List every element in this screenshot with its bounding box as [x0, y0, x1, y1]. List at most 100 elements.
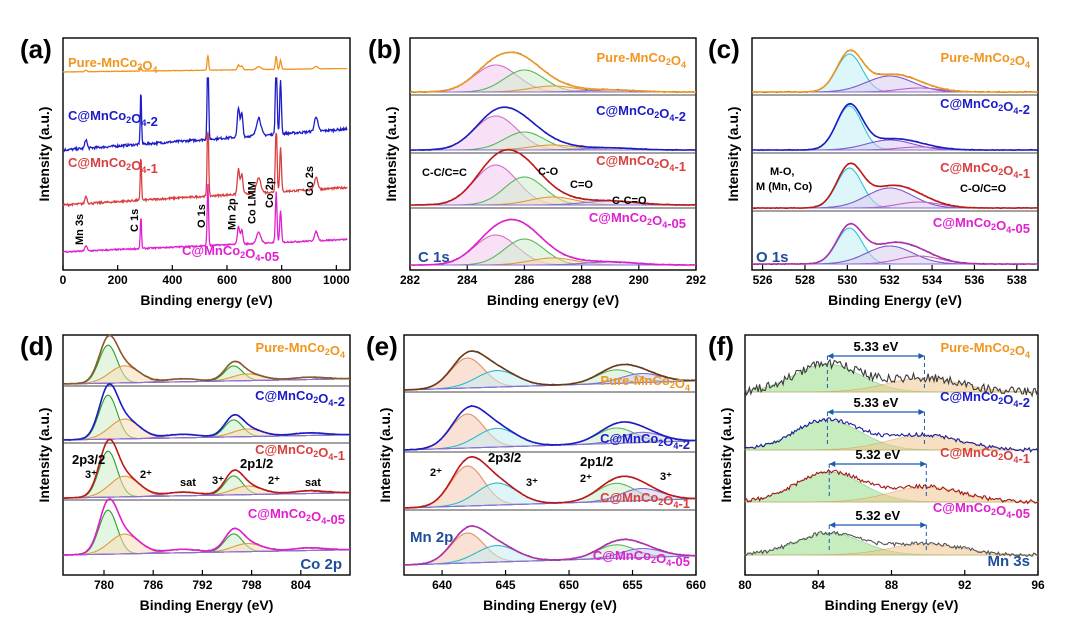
- x-axis-label: Binding Energy (eV): [825, 597, 959, 613]
- arrow-head: [918, 409, 925, 415]
- fit-envelope: [403, 405, 696, 451]
- component-fill: [404, 483, 696, 508]
- core-level-label: O 1s: [756, 249, 789, 266]
- component-fill: [63, 534, 350, 555]
- label-subscript: 2: [647, 217, 652, 227]
- label-text: O: [318, 445, 328, 460]
- fit-envelope: [410, 106, 696, 151]
- satellite-label: sat: [180, 477, 196, 489]
- peak-annotation: C-C/C=C: [422, 167, 467, 179]
- label-text: O: [659, 156, 669, 171]
- x-tick-label: 286: [514, 273, 534, 287]
- series-label: Pure-MnCo2O4: [256, 340, 346, 360]
- x-tick-label: 650: [559, 578, 579, 592]
- core-level-label: Mn 3s: [987, 553, 1030, 570]
- label-subscript: 4: [669, 113, 674, 123]
- series-label: Pure-MnCo2O4: [597, 50, 687, 70]
- valence-label: 3⁺: [660, 471, 672, 483]
- survey-line: [62, 77, 348, 153]
- x-axis-label: Binding Energy (eV): [140, 597, 274, 613]
- peak-label: C 1s: [129, 209, 141, 232]
- x-tick-label: 292: [686, 273, 706, 287]
- label-text: O: [663, 434, 673, 449]
- series-label: C@MnCo2O4-05: [589, 210, 686, 231]
- y-axis-label: Intensity (a.u.): [377, 408, 393, 503]
- series-label: C@MnCo2O4-1: [600, 490, 690, 511]
- arrow-head: [918, 353, 925, 359]
- label-subscript: 4: [1025, 350, 1030, 360]
- x-tick-label: 536: [964, 273, 984, 287]
- survey-line: [62, 53, 348, 73]
- series-label: C@MnCo2O4-05: [182, 243, 279, 264]
- y-axis-label: Intensity (a.u.): [718, 408, 734, 503]
- label-subscript: 4: [1013, 399, 1018, 409]
- fit-envelope: [63, 438, 350, 499]
- valence-label: 3⁺: [526, 477, 538, 489]
- label-text: O: [663, 493, 673, 508]
- component-fill: [404, 483, 696, 508]
- valence-label: 2⁺: [268, 475, 280, 487]
- valence-label: 3⁺: [85, 469, 97, 481]
- label-subscript: 4: [673, 441, 678, 451]
- x-tick-label: 96: [1031, 578, 1045, 592]
- label-subscript: 4: [1013, 170, 1018, 180]
- label-text: O: [671, 53, 681, 68]
- x-tick-label: 640: [432, 578, 452, 592]
- series-label: Pure-MnCo2O4: [941, 50, 1031, 70]
- panel-a: (a) 0 200 400 600 800 1000 Binding energy (eV) I…: [20, 34, 351, 308]
- label-subscript: 2: [670, 380, 675, 390]
- arrow-head: [827, 353, 834, 359]
- component-fill: [410, 116, 696, 150]
- splitting-value: 5.32 eV: [855, 508, 900, 523]
- x-tick-label: 92: [958, 578, 972, 592]
- x-tick-label: 200: [108, 273, 128, 287]
- fit-envelope: [752, 222, 1038, 265]
- x-tick-label: 645: [496, 578, 516, 592]
- arrow-head: [920, 461, 927, 467]
- component-fill: [752, 140, 1038, 150]
- series-label: C@MnCo2O4-1: [596, 153, 686, 174]
- label-text: -1: [333, 448, 345, 463]
- fit-envelope: [403, 525, 697, 566]
- series-label: C@MnCo2O4-2: [600, 431, 690, 452]
- label-text: O: [330, 343, 340, 358]
- raw-data-line: [744, 417, 1039, 453]
- series-label: C@MnCo2O4-05: [933, 215, 1030, 236]
- x-tick-label: 282: [400, 273, 420, 287]
- label-text: O: [1003, 99, 1013, 114]
- x-tick-label: 780: [94, 578, 114, 592]
- label-subscript: 2: [991, 222, 996, 232]
- label-subscript: 4: [662, 220, 667, 230]
- label-subscript: 4: [666, 558, 671, 568]
- peak-annotation: C-O/C=O: [960, 183, 1007, 195]
- label-text: O: [1003, 163, 1013, 178]
- label-subscript: 2: [126, 115, 131, 125]
- label-text: C@MnCo: [600, 490, 658, 505]
- label-text: -1: [678, 496, 690, 511]
- splitting-value: 5.32 eV: [855, 447, 900, 462]
- x-tick-label: 786: [143, 578, 163, 592]
- orbital-label: 2p3/2: [72, 452, 105, 467]
- component-fill: [745, 543, 1039, 556]
- orbital-label: 2p1/2: [240, 456, 273, 471]
- label-text: O: [245, 246, 255, 261]
- label-text: Pure-MnCo: [256, 340, 325, 355]
- label-text: C@MnCo: [600, 431, 658, 446]
- fit-envelope: [63, 383, 350, 441]
- label-text: O: [131, 158, 141, 173]
- x-tick-label: 804: [291, 578, 311, 592]
- x-tick-label: 655: [623, 578, 643, 592]
- x-tick-label: 534: [922, 273, 942, 287]
- panel-letter: (a): [20, 34, 52, 64]
- panel-letter: (d): [20, 331, 53, 361]
- label-subscript: 2: [998, 452, 1003, 462]
- peak-label: Mn 2p: [226, 198, 238, 230]
- label-subscript: 4: [681, 60, 686, 70]
- panel-frame: [751, 37, 1039, 271]
- label-text: O: [131, 111, 141, 126]
- series-label: C@MnCo2O4-1: [68, 155, 158, 176]
- peak-annotation: C=O: [570, 179, 593, 191]
- label-subscript: 2: [240, 250, 245, 260]
- label-subscript: 4: [141, 118, 146, 128]
- fit-envelope: [63, 334, 351, 385]
